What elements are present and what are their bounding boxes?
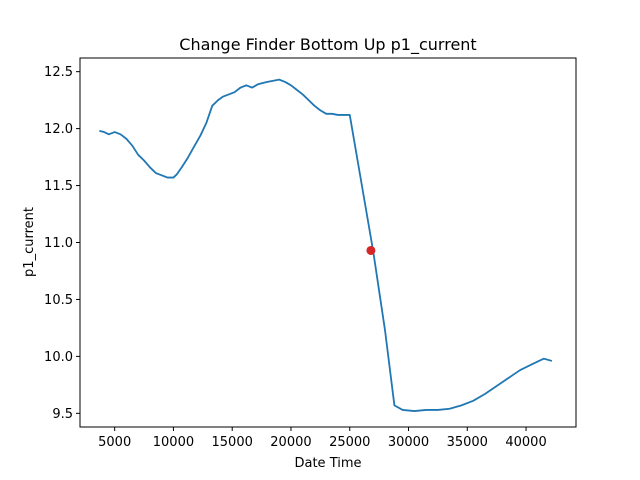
- series-line-0: [99, 78, 553, 412]
- x-tick-label: 35000: [447, 435, 488, 450]
- chart-title: Change Finder Bottom Up p1_current: [179, 35, 476, 55]
- y-tick-label: 11.5: [44, 179, 73, 194]
- y-tick-label: 11.0: [44, 236, 73, 251]
- plot-series: [99, 78, 553, 412]
- x-tick-label: 5000: [98, 435, 131, 450]
- x-tick-label: 10000: [153, 435, 194, 450]
- y-tick-label: 12.5: [44, 65, 73, 80]
- y-tick-label: 10.5: [44, 293, 73, 308]
- plot-points: [366, 245, 376, 255]
- y-axis-label: p1_current: [22, 207, 37, 277]
- y-tick-label: 10.0: [44, 350, 73, 365]
- x-tick-label: 15000: [212, 435, 253, 450]
- change-point-marker: [366, 245, 376, 255]
- y-tick-label: 9.5: [52, 407, 73, 422]
- x-tick-label: 25000: [329, 435, 370, 450]
- x-tick-label: 30000: [388, 435, 429, 450]
- x-axis-ticks: 5000 10000 15000 20000 25000 30000 35000 40000: [98, 427, 547, 450]
- x-tick-label: 20000: [270, 435, 311, 450]
- x-tick-label: 40000: [505, 435, 546, 450]
- y-axis-ticks: 9.5 10.0 10.5 11.0 11.5 12.0 12.5: [44, 65, 80, 422]
- x-axis-label: Date Time: [294, 456, 361, 471]
- y-tick-label: 12.0: [44, 122, 73, 137]
